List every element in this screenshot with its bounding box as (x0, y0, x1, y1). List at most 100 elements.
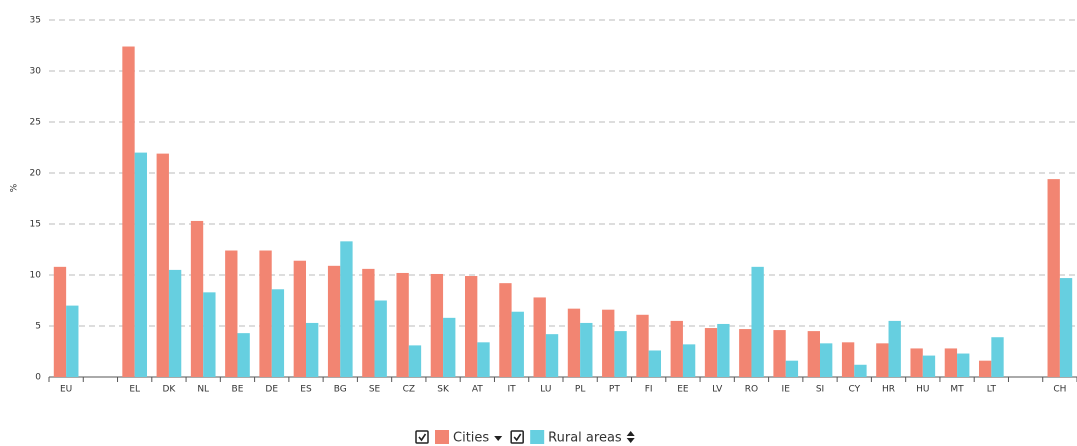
bar (876, 343, 889, 377)
bar (533, 297, 546, 377)
x-tick-label: IE (782, 385, 791, 395)
bar (820, 343, 833, 377)
x-tick-label: EL (129, 385, 140, 395)
legend: Cities Rural areas (415, 430, 635, 446)
bar (499, 283, 512, 377)
bar (327, 265, 341, 377)
x-tick-label: CZ (403, 385, 415, 395)
bar (66, 305, 79, 377)
legend-item[interactable]: Cities (415, 430, 503, 446)
bar (739, 329, 752, 377)
x-tick-label: DE (265, 385, 278, 395)
bar (636, 314, 649, 377)
x-tick-label: LU (540, 385, 551, 395)
x-tick-label: CH (1053, 385, 1066, 395)
bar (807, 331, 820, 377)
bar (944, 348, 958, 377)
y-tick-label: 30 (30, 67, 42, 77)
bar (545, 334, 559, 377)
x-tick-label: SK (437, 385, 450, 395)
bar (704, 328, 718, 377)
legend-item[interactable]: Rural areas (510, 430, 635, 446)
x-tick-label: SI (816, 385, 824, 395)
legend-checkbox[interactable] (510, 430, 524, 444)
y-tick-label: 0 (35, 373, 41, 383)
x-tick-label: PT (609, 385, 620, 395)
bar (340, 241, 353, 377)
bar (785, 360, 799, 377)
bar (854, 364, 867, 377)
x-tick-label: MT (950, 385, 964, 395)
bar (190, 220, 204, 377)
x-tick-label: DK (163, 385, 177, 395)
x-tick-label: BG (334, 385, 347, 395)
bar (237, 333, 250, 377)
sort-icon[interactable] (626, 431, 635, 443)
legend-swatch (530, 430, 545, 444)
bar (1059, 278, 1073, 377)
bar (841, 342, 855, 377)
legend-checkbox[interactable] (415, 430, 429, 444)
bar (751, 266, 764, 377)
bar (602, 309, 615, 377)
bar (122, 46, 135, 378)
bar (134, 152, 148, 377)
bar (374, 300, 387, 377)
bar (511, 311, 524, 377)
x-tick-label: IT (508, 385, 517, 395)
legend-check (513, 433, 522, 442)
bar (717, 323, 730, 377)
x-tick-label: NL (197, 385, 209, 395)
bar (156, 153, 169, 377)
bar (580, 322, 593, 377)
y-tick-label: 10 (30, 271, 42, 281)
bar (477, 342, 490, 377)
y-tick-label: 20 (30, 169, 42, 179)
bar (271, 289, 285, 377)
bar (362, 268, 375, 377)
x-tick-label: HU (916, 385, 929, 395)
bar (682, 344, 696, 377)
bar (168, 269, 182, 377)
x-tick-label: BE (232, 385, 244, 395)
bar (396, 272, 409, 377)
bar (203, 292, 216, 377)
x-tick-label: FI (645, 385, 653, 395)
bar (259, 250, 272, 377)
x-tick-label: EU (60, 385, 72, 395)
x-tick-label: SE (369, 385, 381, 395)
bar (443, 317, 456, 377)
bar (408, 345, 422, 377)
bar (991, 337, 1004, 377)
sort-icon[interactable] (494, 436, 503, 441)
legend-label: Rural areas (548, 431, 622, 446)
legend-swatch (435, 430, 449, 444)
x-tick-label: HR (882, 385, 895, 395)
x-tick-label: PL (575, 385, 585, 395)
bar (648, 350, 662, 377)
x-tick-label: LV (712, 385, 723, 395)
bar (464, 276, 478, 377)
bar (910, 348, 923, 377)
bar (773, 330, 786, 377)
bar (293, 260, 306, 377)
bar (614, 331, 627, 377)
bar (306, 322, 319, 377)
legend-check (418, 433, 427, 442)
bar (567, 308, 581, 377)
y-tick-label: 35 (30, 16, 41, 26)
legend-label: Cities (453, 431, 489, 446)
x-tick-label: ES (300, 385, 312, 395)
x-tick-label: AT (472, 385, 483, 395)
bar (888, 320, 901, 377)
bar (1047, 179, 1060, 377)
y-tick-label: 15 (30, 220, 41, 230)
bar (922, 355, 936, 377)
x-tick-label: LT (987, 385, 997, 395)
bar (225, 250, 238, 377)
y-tick-label: 25 (30, 118, 41, 128)
bar (53, 266, 67, 377)
bar (430, 273, 444, 377)
bar (978, 360, 992, 377)
